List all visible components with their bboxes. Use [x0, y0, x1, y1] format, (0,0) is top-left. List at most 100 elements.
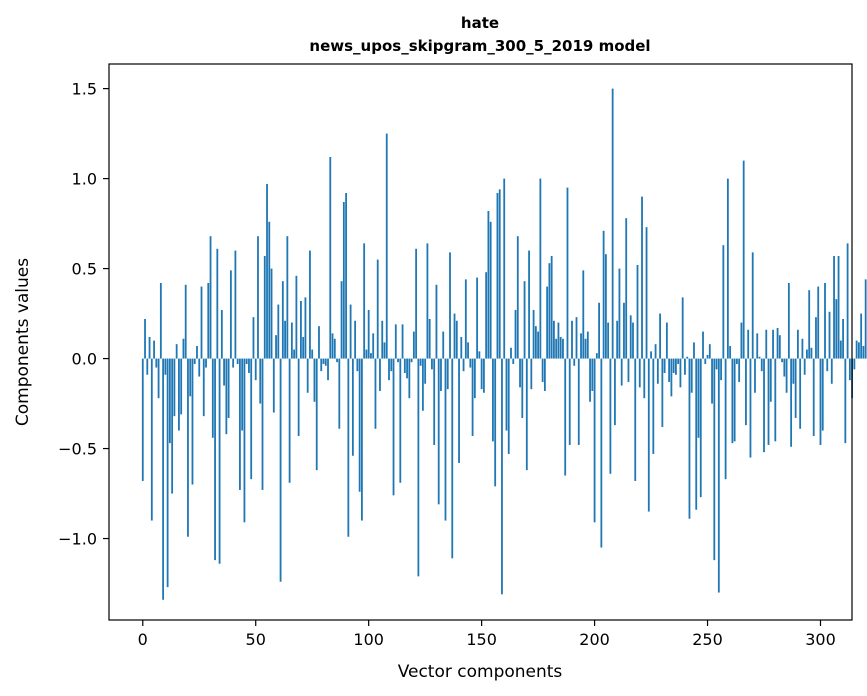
- bar-307: [835, 299, 838, 359]
- bar-63: [284, 320, 286, 359]
- bar-120: [412, 331, 415, 359]
- bar-61: [279, 358, 282, 582]
- bar-313: [848, 358, 851, 381]
- bar-295: [808, 290, 811, 359]
- bar-116: [403, 358, 406, 373]
- bar-156: [494, 358, 497, 487]
- bar-299: [817, 286, 820, 359]
- bar-263: [735, 358, 738, 364]
- bar-145: [469, 358, 472, 368]
- bar-273: [758, 356, 761, 359]
- y-axis-ticks: −1.0 −0.5 0.0 0.5 1.0 1.5: [58, 80, 109, 549]
- bar-276: [765, 329, 768, 359]
- x-axis-label: Vector components: [398, 662, 563, 682]
- bar-48: [250, 358, 253, 480]
- bar-127: [428, 318, 431, 359]
- bar-23: [193, 358, 196, 364]
- bar-271: [754, 358, 756, 393]
- bar-178: [543, 358, 546, 391]
- x-tick-label: 150: [466, 630, 497, 649]
- bar-258: [724, 358, 727, 480]
- bar-132: [440, 358, 442, 391]
- bar-99: [365, 349, 368, 359]
- y-tick-label: 1.0: [72, 170, 97, 189]
- bar-81: [324, 358, 327, 366]
- bar-17: [180, 358, 183, 415]
- bar-277: [767, 358, 770, 445]
- bar-320: [864, 279, 867, 359]
- bar-71: [302, 336, 305, 359]
- bar-261: [731, 358, 734, 444]
- bar-247: [699, 358, 702, 498]
- bar-272: [756, 333, 759, 359]
- bar-173: [532, 309, 535, 359]
- bar-214: [625, 218, 628, 359]
- bar-160: [503, 178, 506, 359]
- bar-198: [589, 358, 591, 402]
- bar-197: [586, 331, 589, 359]
- bar-185: [559, 336, 562, 359]
- bar-168: [521, 358, 524, 418]
- bar-166: [516, 236, 519, 359]
- bar-42: [236, 358, 239, 364]
- bar-144: [467, 342, 469, 359]
- bar-149: [478, 351, 481, 359]
- bar-31: [211, 358, 214, 438]
- bar-215: [627, 358, 630, 382]
- bar-319: [862, 345, 865, 359]
- bar-241: [686, 356, 689, 359]
- bar-240: [684, 358, 686, 375]
- bar-303: [826, 358, 829, 372]
- bar-83: [329, 156, 332, 359]
- bar-136: [449, 252, 451, 359]
- bar-141: [460, 336, 463, 359]
- bar-130: [435, 284, 438, 359]
- bar-256: [720, 358, 722, 381]
- bar-300: [819, 358, 822, 445]
- bar-122: [417, 358, 420, 577]
- bar-114: [399, 358, 402, 483]
- bar-220: [638, 358, 641, 388]
- bar-243: [690, 358, 693, 393]
- bar-112: [394, 324, 397, 359]
- bar-193: [577, 358, 580, 445]
- bar-289: [794, 358, 797, 418]
- bar-203: [600, 358, 603, 548]
- bar-264: [738, 358, 741, 382]
- bar-109: [388, 358, 390, 381]
- bar-108: [385, 133, 388, 359]
- bar-201: [595, 353, 598, 359]
- bar-124: [421, 358, 424, 411]
- bar-309: [839, 340, 842, 359]
- bar-212: [620, 358, 623, 386]
- bar-16: [178, 358, 180, 431]
- bar-297: [812, 358, 815, 436]
- bar-98: [363, 243, 366, 359]
- bar-15: [175, 344, 178, 359]
- bar-188: [566, 187, 569, 359]
- bar-29: [207, 282, 210, 359]
- bar-207: [609, 358, 612, 474]
- bar-47: [248, 358, 250, 373]
- bar-259: [726, 178, 729, 359]
- bar-82: [327, 358, 329, 381]
- bar-205: [604, 254, 607, 359]
- bar-236: [675, 358, 677, 375]
- bar-244: [693, 342, 695, 359]
- bar-167: [519, 358, 521, 388]
- bar-22: [191, 358, 194, 485]
- bar-106: [381, 320, 384, 359]
- bar-245: [695, 358, 698, 510]
- bar-182: [553, 320, 555, 359]
- bar-246: [697, 358, 700, 438]
- bar-37: [225, 358, 228, 435]
- bar-184: [557, 322, 560, 359]
- bar-239: [681, 297, 684, 359]
- bar-49: [252, 317, 255, 359]
- bar-55: [266, 183, 268, 359]
- bar-100: [367, 309, 370, 359]
- bar-213: [623, 302, 625, 359]
- bar-119: [410, 358, 413, 363]
- bar-290: [796, 329, 799, 359]
- bar-18: [182, 338, 185, 359]
